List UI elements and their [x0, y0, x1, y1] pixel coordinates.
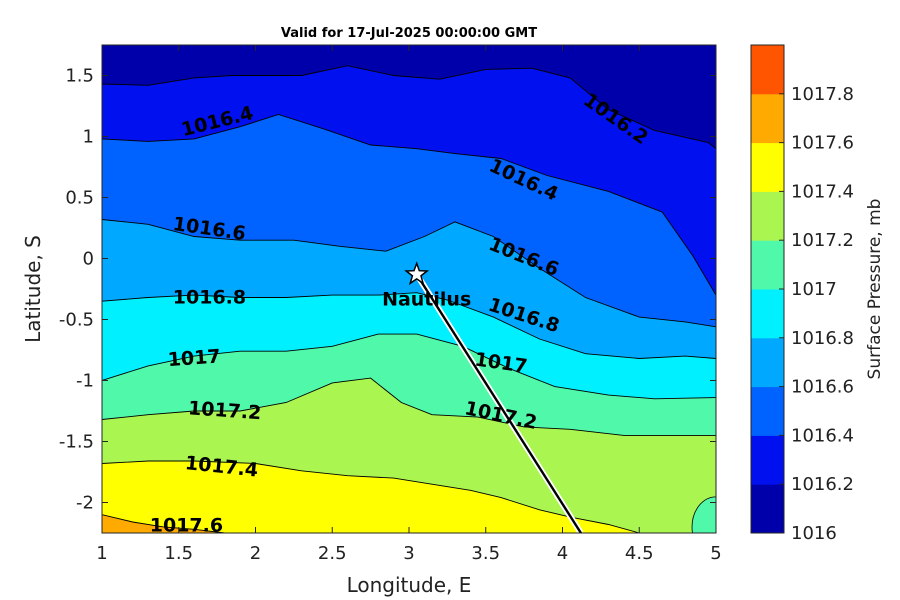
contour-line	[102, 377, 716, 436]
x-tick-label: 3	[403, 543, 414, 564]
colorbar-tick-label: 1016.4	[791, 425, 854, 446]
x-tick-label: 3.5	[471, 543, 500, 564]
contour-label: 1016.8	[173, 286, 246, 308]
contour-label: 1017	[167, 345, 221, 371]
x-axis-label: Longitude, E	[347, 573, 472, 597]
colorbar-tick-label: 1017	[791, 279, 837, 300]
colorbar-tick-label: 1016.6	[791, 377, 854, 398]
y-axis: 1.5 1 0.5 0 -0.5 -1 -1.5 -2	[59, 66, 716, 514]
colorbar-segment	[751, 337, 784, 388]
y-axis-label: Latitude, S	[21, 235, 45, 343]
contour-line	[102, 460, 640, 533]
x-tick-label: 2	[250, 543, 261, 564]
y-tick-label: 1	[83, 127, 94, 148]
contour-line	[102, 219, 716, 328]
contour-fill-patch	[691, 496, 716, 533]
y-tick-label: -1.5	[59, 432, 94, 453]
ship-track	[414, 272, 584, 533]
colorbar-segment	[751, 240, 784, 290]
contour-label: 1017.6	[150, 514, 223, 536]
contour-line	[102, 65, 716, 150]
marker-label: Nautilus	[382, 288, 471, 310]
colorbar-segment	[751, 435, 784, 485]
x-axis: 1 1.5 2 2.5 3 3.5 4 4.5 5	[96, 45, 722, 564]
colorbar-label: Surface Pressure, mb	[865, 199, 885, 380]
contour-lines	[102, 65, 716, 533]
colorbar-tick-label: 1016.8	[791, 328, 854, 349]
x-tick-label: 1	[96, 543, 107, 564]
contour-fills	[102, 65, 716, 533]
x-tick-label: 1.5	[164, 543, 193, 564]
contour-line	[102, 292, 716, 359]
ship-marker: Nautilus	[382, 261, 471, 310]
y-tick-label: -0.5	[59, 310, 94, 331]
colorbar-segment	[751, 484, 784, 534]
x-tick-label: 4	[557, 543, 568, 564]
y-tick-label: 0.5	[65, 188, 94, 209]
y-tick-label: -1	[76, 371, 94, 392]
colorbar-tick-label: 1017.6	[791, 133, 854, 154]
colorbar-segment	[751, 289, 784, 339]
x-tick-label: 2.5	[318, 543, 347, 564]
colorbar: 1016 1016.2 1016.4 1016.6 1016.8 1017 1017.2 10…	[750, 44, 854, 544]
y-tick-label: 1.5	[65, 66, 94, 87]
colorbar-tick-label: 1017.8	[791, 84, 854, 105]
x-tick-label: 4.5	[625, 543, 654, 564]
contour-fill-band	[102, 514, 265, 533]
contour-label: 1017.2	[187, 397, 262, 424]
y-tick-label: 0	[83, 249, 94, 270]
contour-line	[102, 514, 225, 533]
y-tick-label: -2	[76, 493, 94, 514]
chart-title: Valid for 17-Jul-2025 00:00:00 GMT	[281, 26, 537, 41]
star-icon	[404, 261, 430, 286]
colorbar-segment	[751, 191, 784, 241]
colorbar-tick-label: 1017.4	[791, 181, 854, 202]
colorbar-segment	[751, 142, 784, 192]
colorbar-segment	[751, 386, 784, 436]
contour-line	[102, 333, 716, 400]
colorbar-tick-label: 1017.2	[791, 230, 854, 251]
colorbar-tick-label: 1016	[791, 523, 837, 544]
colorbar-segment	[751, 93, 784, 144]
contour-line	[102, 114, 716, 296]
contour-fill-band	[102, 461, 680, 533]
colorbar-tick-label: 1016.2	[791, 474, 854, 495]
colorbar-segment	[751, 45, 784, 95]
x-tick-label: 5	[710, 543, 721, 564]
track-line	[415, 273, 582, 533]
